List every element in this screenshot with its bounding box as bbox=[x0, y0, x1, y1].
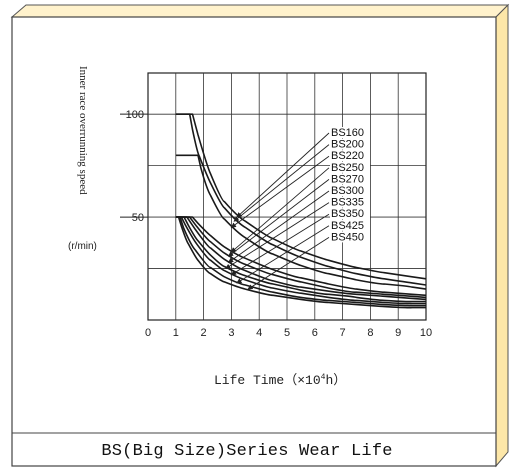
series-line-bs270 bbox=[175, 216, 427, 299]
callout-leader bbox=[247, 237, 330, 290]
x-tick-label: 7 bbox=[340, 327, 346, 339]
x-tick-label: 8 bbox=[367, 327, 373, 339]
x-axis-title: Life Time（×104h） bbox=[214, 373, 346, 388]
series-line-bs220 bbox=[175, 154, 427, 290]
callout-label-bg bbox=[330, 161, 370, 173]
series-line-bs160 bbox=[175, 113, 427, 280]
series-line-bs300 bbox=[175, 216, 427, 301]
series-label-bs220: BS220 bbox=[331, 150, 364, 162]
callout-label-bg bbox=[330, 219, 370, 231]
callout-leader bbox=[230, 167, 330, 253]
figure-caption: BS(Big Size)Series Wear Life bbox=[101, 441, 393, 461]
callout-label-bg bbox=[330, 138, 370, 150]
y-tick-label: 50 bbox=[132, 212, 144, 224]
series-label-bs335: BS335 bbox=[331, 197, 364, 209]
series-line-bs250 bbox=[175, 216, 427, 297]
x-axis-title-main: Life Time（×10 bbox=[214, 373, 321, 388]
callout-leader bbox=[227, 190, 330, 263]
x-tick-label: 10 bbox=[420, 327, 432, 339]
callout-leader bbox=[230, 213, 330, 276]
x-tick-label: 2 bbox=[201, 327, 207, 339]
callout-label-bg bbox=[330, 231, 370, 243]
series-label-bs425: BS425 bbox=[331, 220, 364, 232]
callout-leader bbox=[230, 155, 330, 228]
x-axis-title-tail: h） bbox=[325, 373, 346, 388]
x-tick-label: 0 bbox=[145, 327, 151, 339]
grid bbox=[147, 72, 427, 321]
y-axis-title: Inner race overrunning speed bbox=[77, 66, 89, 195]
x-tick-label: 6 bbox=[312, 327, 318, 339]
callout-leader bbox=[225, 202, 330, 270]
series-label-bs250: BS250 bbox=[331, 162, 364, 174]
tick-labels: 0 1 2 3 4 5 6 7 8 9 10 100 50 bbox=[120, 109, 432, 339]
series-label-bs270: BS270 bbox=[331, 173, 364, 185]
series-label-bs200: BS200 bbox=[331, 139, 364, 151]
y-axis-unit: (r/min) bbox=[68, 241, 97, 252]
callout-leader bbox=[236, 225, 330, 284]
callout-leader bbox=[236, 132, 330, 218]
x-tick-label: 5 bbox=[284, 327, 290, 339]
series-label-bs160: BS160 bbox=[331, 127, 364, 139]
series-label-bs450: BS450 bbox=[331, 231, 364, 243]
callout-label-bg bbox=[330, 208, 370, 220]
callouts: BS160BS200BS220BS250BS270BS300BS335BS350… bbox=[225, 127, 370, 290]
series-line-bs450 bbox=[175, 216, 426, 309]
callout-label-bg bbox=[330, 173, 370, 185]
x-tick-label: 9 bbox=[395, 327, 401, 339]
callout-label-bg bbox=[330, 185, 370, 196]
callout-label-bg bbox=[330, 127, 370, 138]
series-line-bs350 bbox=[175, 216, 426, 305]
x-tick-label: 4 bbox=[256, 327, 262, 339]
series-label-bs300: BS300 bbox=[331, 185, 364, 197]
x-axis-title-exponent: 4 bbox=[321, 373, 326, 382]
series-lines bbox=[175, 113, 427, 309]
series-line-bs425 bbox=[175, 216, 426, 307]
series-label-bs350: BS350 bbox=[331, 208, 364, 220]
x-tick-label: 1 bbox=[173, 327, 179, 339]
callout-leader bbox=[233, 144, 330, 222]
y-tick-label: 100 bbox=[126, 109, 144, 121]
callout-label-bg bbox=[330, 196, 370, 208]
x-tick-label: 3 bbox=[228, 327, 234, 339]
callout-label-bg bbox=[330, 150, 370, 162]
series-line-bs335 bbox=[175, 216, 426, 303]
callout-leader bbox=[227, 179, 330, 257]
